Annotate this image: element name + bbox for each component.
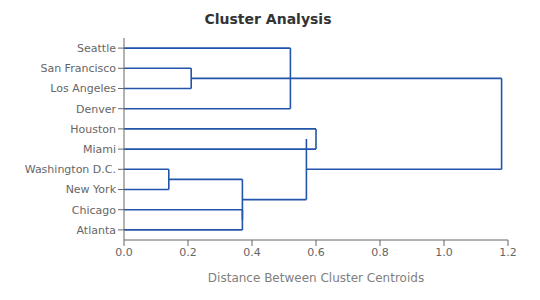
svg-text:0.4: 0.4 xyxy=(243,246,261,259)
svg-text:San Francisco: San Francisco xyxy=(40,62,116,75)
svg-text:1.0: 1.0 xyxy=(435,246,453,259)
svg-text:Los Angeles: Los Angeles xyxy=(50,82,116,95)
svg-text:Miami: Miami xyxy=(83,143,116,156)
svg-text:Houston: Houston xyxy=(70,123,116,136)
svg-text:Seattle: Seattle xyxy=(77,42,116,55)
svg-text:Atlanta: Atlanta xyxy=(77,224,116,237)
html-text:Cluster Analysis: Cluster Analysis xyxy=(204,11,332,27)
svg-text:0.8: 0.8 xyxy=(371,246,389,259)
svg-text:0.0: 0.0 xyxy=(115,246,133,259)
svg-text:Chicago: Chicago xyxy=(72,204,116,217)
svg-text:Washington D.C.: Washington D.C. xyxy=(25,163,116,176)
svg-text:Denver: Denver xyxy=(76,103,116,116)
svg-text:0.6: 0.6 xyxy=(307,246,325,259)
svg-text:1.2: 1.2 xyxy=(499,246,517,259)
svg-text:New York: New York xyxy=(66,183,117,196)
svg-text:Distance Between Cluster Centr: Distance Between Cluster Centroids xyxy=(208,271,424,285)
svg-text:0.2: 0.2 xyxy=(179,246,197,259)
